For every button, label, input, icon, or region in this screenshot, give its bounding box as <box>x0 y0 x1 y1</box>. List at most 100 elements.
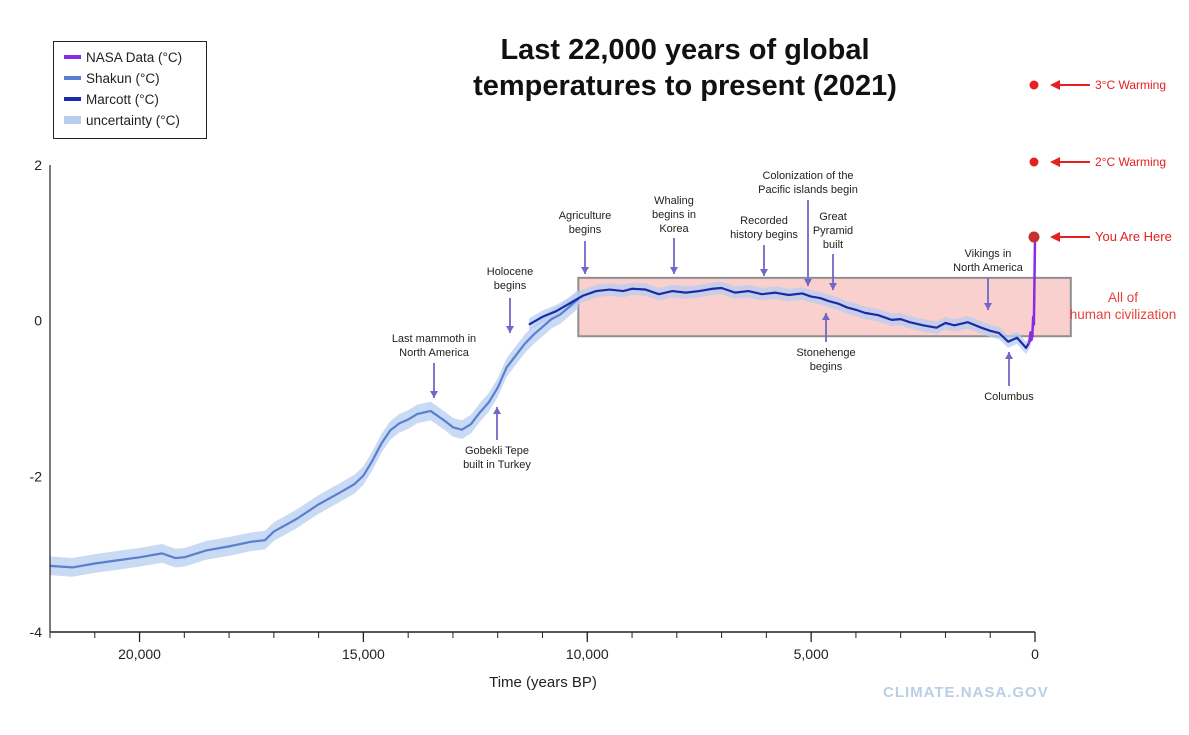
data-point <box>1030 339 1033 341</box>
uncertainty-bands <box>50 281 1031 577</box>
annotation-label: begins <box>810 361 843 373</box>
data-point <box>353 483 356 485</box>
x-axis-title: Time (years BP) <box>489 674 597 691</box>
annotation-arrow-head <box>829 283 837 290</box>
annotation-arrow-head <box>493 407 501 414</box>
annotation-label: Pacific islands begin <box>758 184 858 196</box>
legend-label-nasa: NASA Data (°C) <box>86 49 183 65</box>
data-point <box>953 324 956 326</box>
legend-item-nasa: NASA Data (°C) <box>64 47 182 67</box>
annotation-label: Stonehenge <box>796 347 855 359</box>
marker-dot <box>1028 231 1040 243</box>
data-point <box>658 293 660 295</box>
data-point <box>452 426 454 428</box>
chart-title-line1: Last 22,000 years of global <box>500 34 870 66</box>
legend-item-marcott: Marcott (°C) <box>64 89 159 109</box>
data-point <box>429 410 432 412</box>
data-point <box>1032 316 1034 318</box>
data-point <box>94 562 96 565</box>
data-point <box>891 319 893 321</box>
marker-arrow-head <box>1050 157 1060 167</box>
data-point <box>788 294 790 296</box>
warming-markers: 3°C Warming 2°C Warming You Are Here <box>1028 78 1172 244</box>
annotation-label: Pyramid <box>813 225 853 237</box>
data-point <box>819 297 821 299</box>
x-tick-label: 0 <box>1031 646 1039 662</box>
annotation-arrow-head <box>581 267 589 274</box>
data-point <box>631 288 633 290</box>
annotation-label: Last mammoth in <box>392 333 476 345</box>
watermark: CLIMATE.NASA.GOV <box>883 684 1049 701</box>
data-point <box>998 332 1000 334</box>
data-point <box>774 292 776 294</box>
marker-dot <box>1029 80 1039 90</box>
data-point <box>846 306 848 309</box>
data-point <box>568 306 570 308</box>
annotation-arrow-head <box>430 391 438 398</box>
annotation-arrow-head <box>670 267 678 274</box>
annotation-arrow-head <box>760 269 768 276</box>
x-tick-label: 20,000 <box>118 646 161 662</box>
data-point <box>398 422 400 425</box>
chart-title: Last 22,000 years of global temperatures… <box>380 32 990 104</box>
data-point <box>595 290 597 292</box>
annotation-label: Korea <box>659 223 689 235</box>
data-point <box>1033 323 1035 326</box>
data-point <box>541 326 544 328</box>
data-point <box>685 292 687 294</box>
annotation-label: Columbus <box>984 391 1034 403</box>
data-point <box>720 287 723 289</box>
data-point <box>550 318 553 320</box>
data-point <box>980 327 982 329</box>
annotation-label: Recorded <box>740 215 788 227</box>
annotation-label: Holocene <box>487 266 533 278</box>
data-point <box>443 419 445 421</box>
data-point <box>1029 339 1031 341</box>
marker-arrow-head <box>1050 232 1060 242</box>
data-point <box>712 288 714 290</box>
annotation-label: Agriculture <box>559 210 612 222</box>
data-point <box>523 343 526 345</box>
data-point <box>1031 335 1033 337</box>
marker-label: You Are Here <box>1095 229 1172 244</box>
data-point <box>318 503 320 505</box>
data-point <box>488 401 490 403</box>
data-point <box>900 318 902 320</box>
data-point <box>228 545 230 547</box>
data-point <box>909 321 911 323</box>
annotation-label: begins in <box>652 209 696 221</box>
x-tick-label: 10,000 <box>566 646 609 662</box>
data-point <box>855 309 857 311</box>
data-point <box>264 539 266 541</box>
data-point <box>967 321 969 323</box>
annotations: Last mammoth in North America Holocene begi… <box>392 170 1034 471</box>
legend-label-shakun: Shakun (°C) <box>86 70 160 86</box>
annotation-label: North America <box>953 262 1024 274</box>
data-point <box>747 290 750 292</box>
data-point <box>273 530 275 533</box>
y-tick-label: -4 <box>30 624 43 640</box>
data-point <box>380 443 382 445</box>
legend-item-uncertainty: uncertainty (°C) <box>64 110 180 130</box>
data-point <box>340 491 342 493</box>
annotation-arrow-head <box>1005 352 1013 359</box>
annotation-label: history begins <box>730 229 798 241</box>
annotation-label: Vikings in <box>965 248 1012 260</box>
axes: 20,000 15,000 10,000 5,000 0 2 0 -2 -4 Time (year… <box>30 157 1040 691</box>
data-point <box>183 556 185 558</box>
legend-swatch-nasa <box>64 55 81 59</box>
data-point <box>295 518 297 520</box>
annotation-label: Great <box>819 211 847 223</box>
data-point <box>116 559 118 561</box>
data-point <box>1016 337 1018 339</box>
data-point <box>864 312 866 314</box>
legend: NASA Data (°C) Shakun (°C) Marcott (°C) … <box>53 41 207 139</box>
data-point <box>989 330 991 332</box>
annotation-label: begins <box>569 224 602 236</box>
data-point <box>1033 273 1036 275</box>
data-point <box>371 460 373 462</box>
data-point <box>71 566 73 568</box>
y-tick-label: 2 <box>34 157 42 173</box>
legend-item-shakun: Shakun (°C) <box>64 68 160 88</box>
